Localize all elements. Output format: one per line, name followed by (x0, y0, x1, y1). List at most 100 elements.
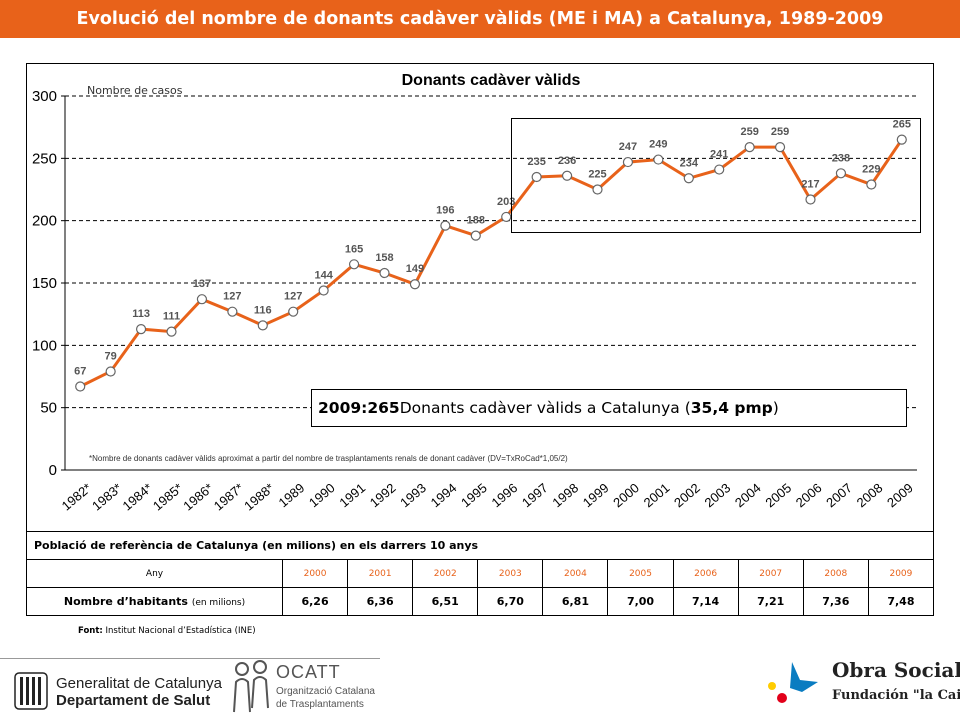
row-label-text: Nombre d’habitants (63, 595, 188, 608)
chart-container: 0 50 100 150 200 250 300 Donants cadàver vàlid… (26, 63, 934, 532)
data-point (288, 306, 299, 317)
data-label: 247 (619, 141, 637, 153)
callout-value: 265 (367, 399, 400, 417)
x-tick-label: 1982* (59, 480, 95, 513)
table-year-cell: 2009 (867, 559, 935, 588)
y-tick-label: 300 (32, 88, 57, 105)
data-label: 236 (558, 155, 576, 167)
data-label: 229 (862, 164, 880, 176)
table-value-cell: 7,21 (737, 587, 804, 616)
table-year-row: Any 2000 2001 2002 2003 2004 2005 2006 2007 2008… (26, 559, 935, 588)
ocatt-figures-icon (233, 660, 269, 713)
callout-rate: 35,4 pmp (690, 399, 773, 417)
data-point (196, 294, 208, 305)
x-tick-label: 1985* (150, 480, 186, 513)
data-point (348, 259, 360, 270)
caixa-star-icon (768, 662, 818, 703)
summary-callout: 2009: 265 Donants cadàver vàlids a Catal… (311, 389, 907, 427)
data-point (714, 164, 725, 175)
x-tick-label: 1998 (549, 480, 581, 510)
x-tick-label: 2000 (610, 480, 642, 510)
table-year-cell: 2002 (412, 559, 479, 588)
data-point (683, 173, 694, 184)
x-tick-label: 1996 (489, 480, 521, 510)
data-point (440, 220, 451, 231)
data-point (379, 267, 390, 279)
source-note: Font: Institut Nacional d’Estadística (I… (78, 626, 256, 636)
data-point (501, 211, 512, 223)
x-tick-label: 1990 (306, 480, 338, 510)
x-tick-label: 1984* (119, 480, 155, 513)
data-point (561, 170, 573, 181)
data-label: 113 (132, 308, 150, 320)
data-point (835, 168, 847, 179)
data-label: 234 (680, 157, 699, 169)
x-tick-label: 1992 (367, 480, 399, 510)
table-value-row: Nombre d’habitants (en milions) 6,26 6,36… (26, 587, 935, 616)
y-tick-label: 250 (32, 150, 57, 167)
data-label: 67 (74, 365, 86, 377)
table-value-cell: 6,36 (347, 587, 414, 616)
x-tick-label: 1999 (580, 480, 612, 510)
data-label: 158 (375, 252, 393, 264)
data-label: 149 (406, 263, 424, 275)
table-title: Població de referència de Catalunya (en … (26, 531, 934, 560)
table-year-header: Any (26, 559, 283, 588)
obra-line2: Fundación "la Caixa" (832, 688, 960, 703)
data-point (531, 171, 542, 183)
y-axis-label: Nombre de casos (87, 84, 183, 97)
data-label: 127 (284, 291, 302, 303)
x-tick-label: 1997 (519, 480, 551, 510)
callout-suffix: ) (772, 399, 779, 417)
table-value-cell: 6,81 (542, 587, 609, 616)
data-label: 111 (163, 311, 180, 323)
footer-divider (0, 658, 380, 659)
x-tick-label: 1983* (89, 480, 125, 513)
table-year-cell: 2008 (802, 559, 869, 588)
data-label: 259 (771, 126, 789, 138)
x-tick-label: 2004 (732, 480, 764, 510)
data-point (166, 326, 177, 337)
data-label: 144 (314, 269, 333, 281)
x-tick-label: 2003 (702, 480, 734, 510)
table-year-cell: 2007 (737, 559, 804, 588)
table-row-label: Nombre d’habitants (en milions) (26, 587, 283, 616)
x-tick-label: 1988* (241, 480, 277, 513)
chart-footnote: *Nombre de donants cadàver vàlids aproxi… (89, 454, 568, 463)
series-line (79, 138, 904, 388)
gen-line1: Generalitat de Catalunya (56, 675, 222, 692)
data-point (805, 194, 816, 205)
table-year-cell: 2000 (281, 559, 349, 588)
data-label: 265 (893, 119, 911, 131)
data-point (774, 142, 786, 153)
y-tick-label: 100 (32, 337, 57, 354)
ocatt-name: OCATT (276, 662, 341, 682)
data-label: 79 (105, 351, 117, 363)
data-label: 235 (527, 156, 545, 168)
data-label: 225 (588, 169, 606, 181)
callout-middle: Donants cadàver vàlids a Catalunya ( (399, 399, 691, 417)
data-label: 203 (497, 196, 515, 208)
table-value-cell: 6,70 (477, 587, 544, 616)
data-point (896, 134, 907, 145)
x-tick-label: 1991 (336, 480, 368, 510)
data-point (75, 381, 86, 392)
y-tick-label: 50 (40, 400, 57, 417)
data-label: 238 (832, 152, 850, 164)
table-value-cell: 6,51 (412, 587, 479, 616)
data-point (744, 142, 755, 153)
y-tick-label: 150 (32, 275, 57, 292)
ocatt-line1: Organització Catalana (276, 686, 375, 697)
lacaixa-logo: Obra Social Fundación "la Caixa" (762, 656, 960, 716)
x-tick-label: 1987* (211, 480, 247, 513)
data-point (257, 320, 268, 331)
table-year-cell: 2006 (672, 559, 739, 588)
generalitat-emblem-icon (14, 672, 48, 710)
data-point (105, 366, 116, 377)
data-point (470, 230, 481, 241)
x-tick-label: 1995 (458, 480, 490, 510)
data-point (135, 324, 147, 335)
source-label: Font: (78, 626, 103, 636)
x-tick-label: 1989 (276, 480, 308, 510)
line-chart: 0 50 100 150 200 250 300 Donants cadàver vàlid… (32, 72, 917, 513)
